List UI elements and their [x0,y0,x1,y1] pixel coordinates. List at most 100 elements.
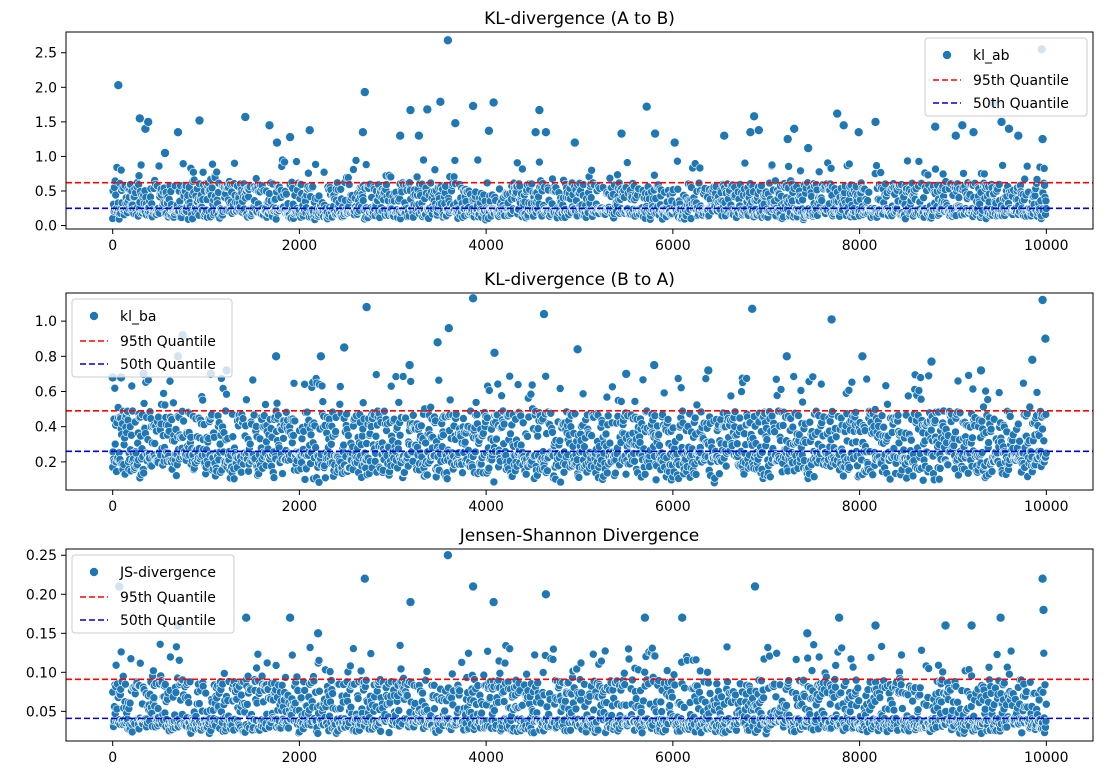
data-point [111,660,121,670]
data-point [248,375,258,385]
scatter-points [107,293,1051,488]
data-point [663,415,673,424]
data-point [243,700,252,709]
data-point [789,372,799,381]
x-tick-label: 10000 [1024,238,1069,254]
data-point [262,658,272,668]
data-point [872,161,881,170]
data-point [172,471,181,480]
data-point [382,180,391,189]
data-point [161,680,170,689]
data-point [863,196,872,205]
data-point [489,477,499,487]
data-point [154,161,164,171]
data-point [344,180,354,189]
data-point [826,314,837,325]
data-point [244,466,253,476]
data-point [767,160,777,170]
data-point [753,125,764,135]
data-point [541,371,551,381]
data-point [198,395,207,405]
data-point [640,469,650,479]
data-point [358,127,368,137]
data-point [458,468,467,478]
data-point [825,417,835,426]
data-point [134,180,143,189]
data-point [539,309,549,319]
data-point [776,385,786,394]
data-point [292,157,301,166]
data-point [908,471,918,481]
data-point [983,395,993,404]
data-point [116,647,126,657]
data-point [953,376,963,386]
data-point [696,407,706,417]
data-point [572,344,583,355]
data-point [173,127,183,137]
data-point [893,410,903,420]
data-point [489,347,500,358]
data-point [794,430,804,440]
data-point [924,371,934,381]
data-point [934,474,944,484]
data-point [798,397,807,407]
panel-1: KL-divergence (A to B)0 2000 4000 6000 8000 1… [35,9,1094,254]
data-point [289,431,298,440]
data-point [230,159,239,168]
data-point [506,429,515,439]
data-point [703,365,714,376]
data-point [1041,410,1051,419]
legend-label: kl_ab [973,48,1010,64]
data-point [673,184,683,194]
data-point [336,185,346,194]
data-point [533,424,543,433]
data-point [149,693,159,703]
data-point [690,413,700,423]
data-point [794,411,803,420]
data-point [586,193,596,202]
data-point [587,166,596,175]
data-point [630,397,640,406]
data-point [796,386,806,395]
data-point [237,690,246,700]
data-point [165,376,175,386]
data-point [349,165,358,174]
data-point [555,436,565,446]
data-point [339,440,348,450]
data-point [914,386,924,395]
data-point [601,429,611,439]
data-point [757,181,766,191]
data-point [979,402,988,412]
data-point [870,117,881,127]
data-point [166,652,175,662]
data-point [495,184,504,194]
data-point [435,97,446,107]
data-point [405,105,416,115]
legend-label: 95th Quantile [973,73,1069,89]
y-tick-label: 1.5 [35,115,57,131]
data-point [903,156,912,166]
data-point [302,407,312,417]
data-point [304,125,315,135]
data-point [271,661,281,670]
data-point [638,375,648,385]
y-tick-label: 1.0 [35,149,57,165]
data-point [482,413,492,423]
data-point [497,391,506,401]
data-point [957,120,968,131]
data-point [918,475,928,485]
data-point [314,191,324,201]
data-point [220,669,229,678]
data-point [622,158,632,167]
data-point [826,164,836,173]
data-point [831,432,841,442]
data-point [401,413,410,423]
data-point [395,430,405,440]
data-point [422,104,433,115]
data-point [242,395,251,405]
data-point [159,389,168,398]
data-point [319,167,329,177]
data-point [695,163,705,173]
data-point [692,400,702,410]
